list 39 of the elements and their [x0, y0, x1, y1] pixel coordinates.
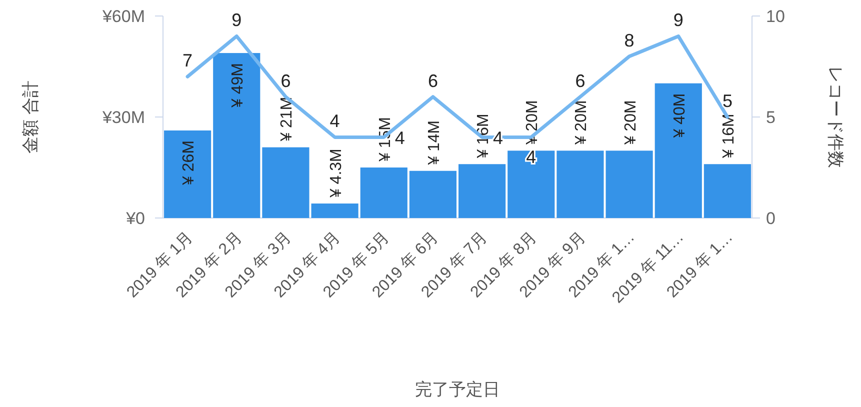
x-axis-title: 完了予定日 — [415, 380, 500, 399]
bar — [508, 150, 555, 218]
bar — [704, 164, 751, 218]
bar — [606, 150, 653, 218]
y-axis-title: 金額 合計 — [21, 80, 40, 154]
bar — [311, 204, 358, 218]
bar — [213, 53, 260, 218]
y-tick-label: ¥30M — [101, 108, 145, 127]
bar — [360, 168, 408, 218]
data-label: ¥ 4.3M — [328, 148, 345, 199]
y2-axis-title: レコード件数 — [826, 66, 845, 168]
data-label: 7 — [182, 50, 193, 71]
data-label: 4 — [330, 111, 340, 132]
bar — [409, 170, 456, 218]
y2-tick-label: 10 — [766, 7, 785, 26]
data-label: 6 — [280, 70, 291, 91]
data-label: ¥ 40M — [671, 93, 688, 139]
bar — [556, 150, 604, 218]
data-label: ¥ 14M — [426, 120, 443, 166]
bar — [654, 83, 702, 218]
data-label: 4 — [526, 147, 536, 168]
data-label: 6 — [575, 70, 586, 91]
data-label: 4 — [394, 128, 405, 148]
bar — [164, 130, 212, 218]
data-label: 9 — [673, 10, 684, 30]
bar — [262, 147, 310, 218]
y2-tick-label: 0 — [766, 209, 776, 228]
data-label: 5 — [722, 91, 732, 111]
y-tick-label: ¥60M — [101, 7, 145, 26]
data-label: ¥ 26M — [180, 140, 198, 186]
data-label: ¥ 49M — [230, 63, 247, 108]
data-label: 8 — [624, 30, 634, 50]
data-label: ¥ 20M — [573, 100, 590, 146]
bar — [458, 164, 506, 218]
y2-tick-label: 5 — [766, 108, 776, 127]
data-label: ¥ 20M — [622, 100, 640, 146]
y-tick-label: ¥0 — [125, 209, 145, 228]
data-label: 9 — [232, 10, 242, 30]
data-label: 6 — [428, 70, 438, 91]
